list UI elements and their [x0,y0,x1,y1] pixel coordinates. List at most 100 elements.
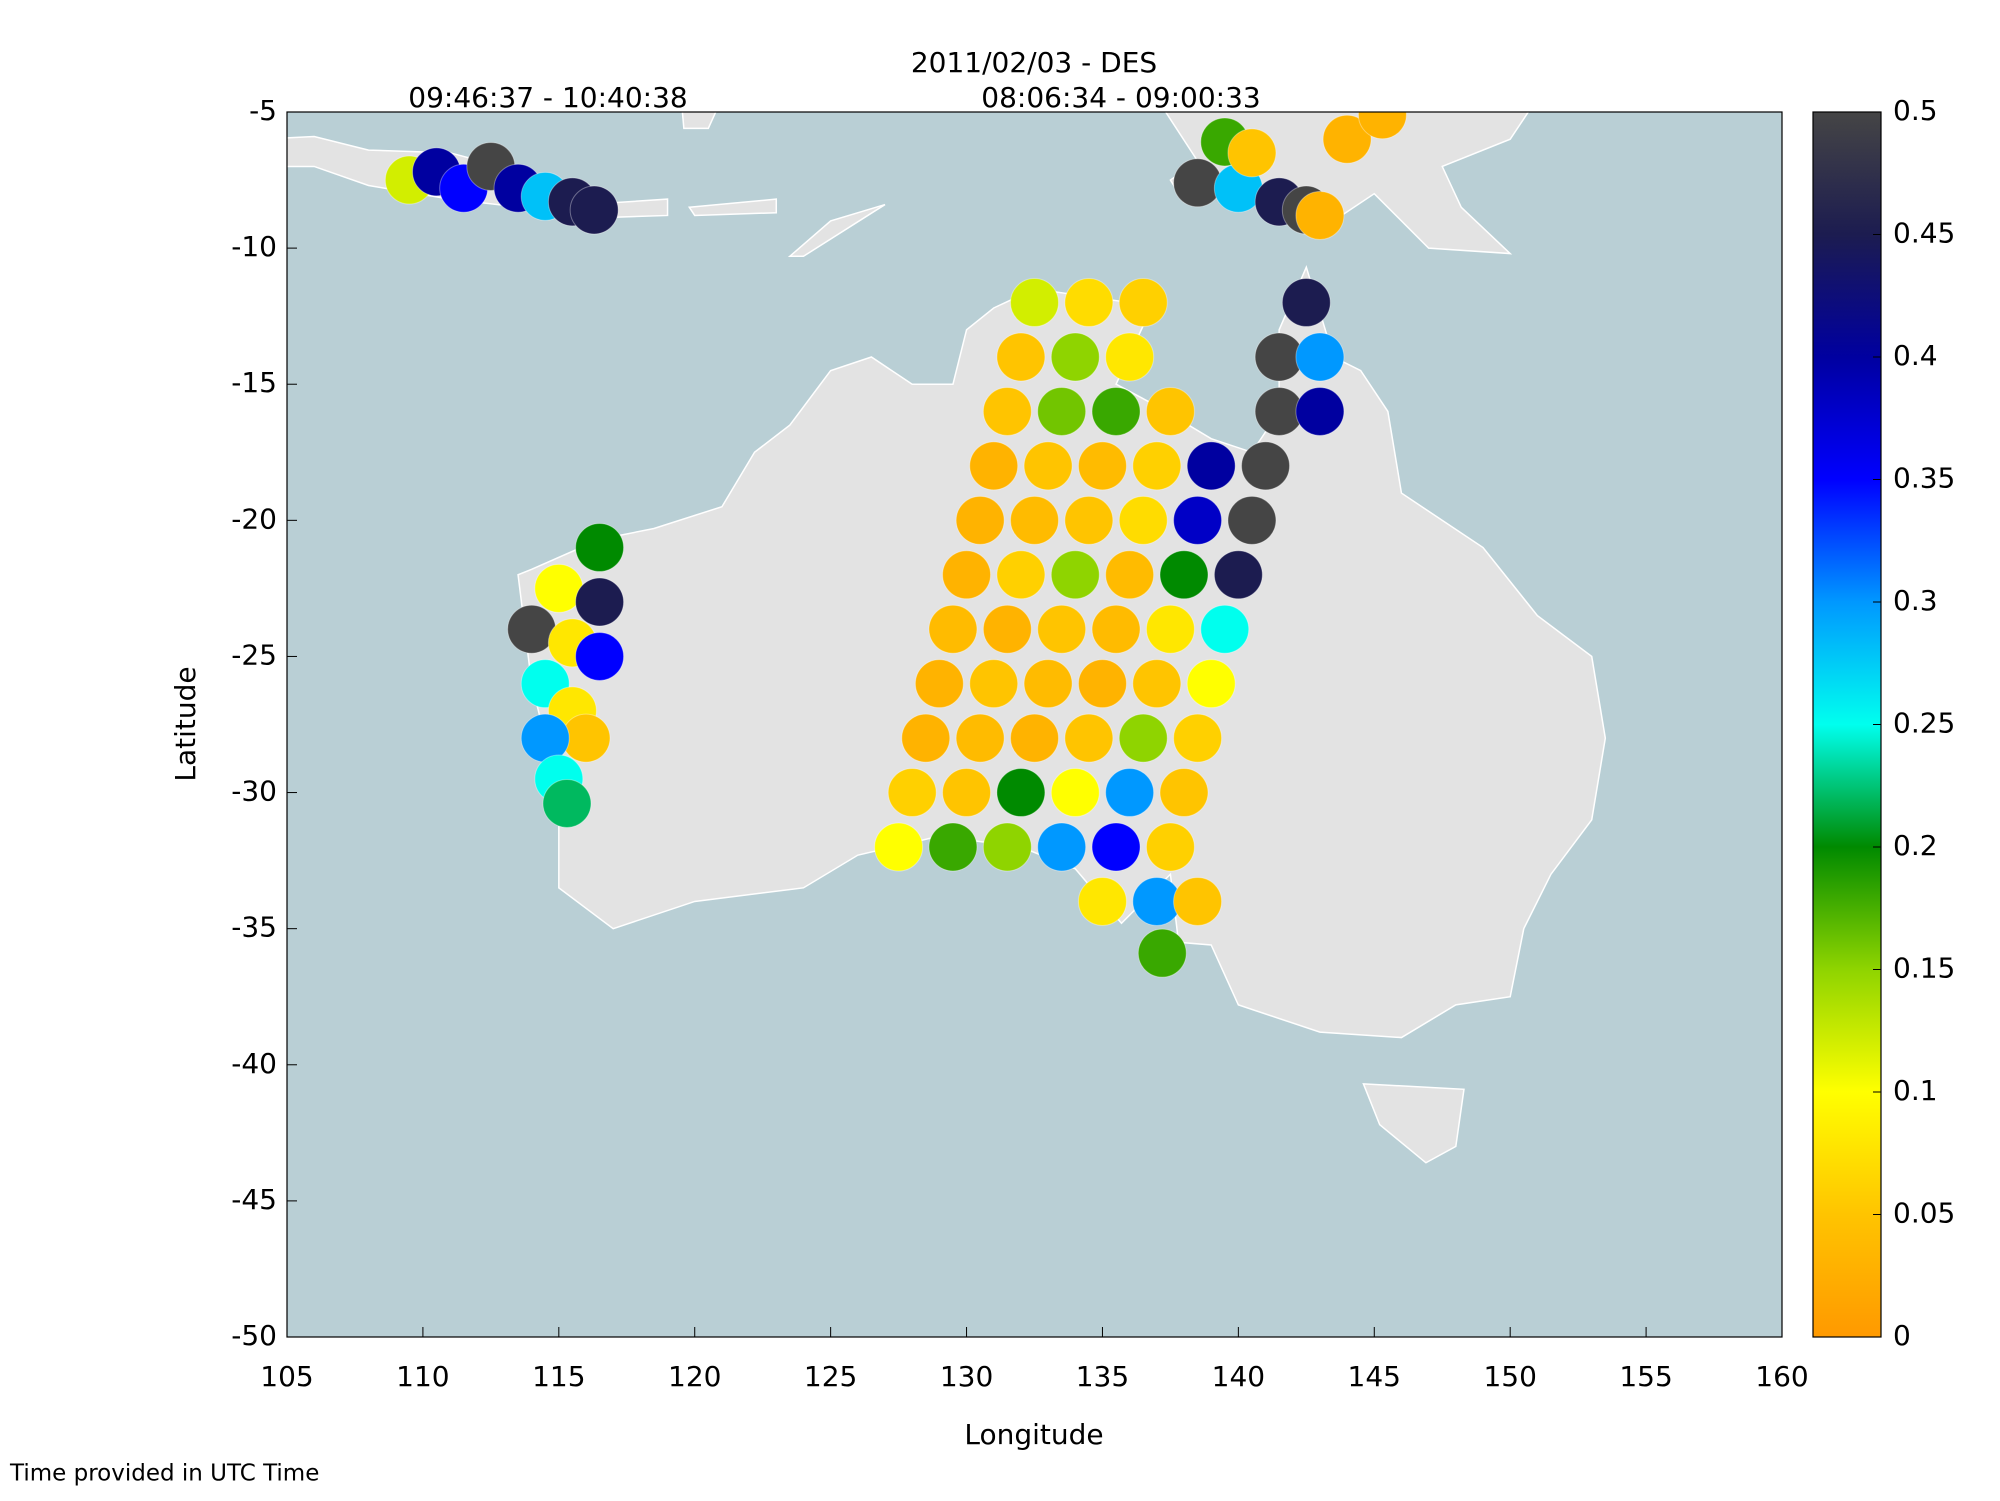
landmass [787,203,886,258]
x-tick-label: 135 [1076,1360,1129,1393]
data-point [1077,876,1127,926]
data-point [1145,386,1195,436]
x-tick-label: 110 [396,1360,449,1393]
colorbar-tick-label: 0.5 [1893,94,1938,127]
x-tick-label: 125 [804,1360,857,1393]
colorbar-tick-label: 0.1 [1893,1074,1938,1107]
time-range: 08:06:34 - 09:00:33 [981,81,1260,114]
data-point [982,386,1032,436]
data-point [996,768,1046,818]
data-point [1173,495,1223,545]
colorbar-tick-label: 0.25 [1893,707,1955,740]
data-point [996,332,1046,382]
data-point [1091,604,1141,654]
data-point [1118,278,1168,328]
data-point [1227,495,1277,545]
colorbar-tick-label: 0.45 [1893,217,1955,250]
x-tick-label: 130 [940,1360,993,1393]
data-point [1010,713,1059,763]
data-point [982,604,1032,654]
data-point [942,550,992,600]
data-point [1050,332,1100,382]
data-point [569,185,619,235]
data-point [1145,604,1195,654]
chart-title: 2011/02/03 - DES [911,46,1157,79]
data-point [969,441,1019,491]
colorbar-tick-label: 0.15 [1893,952,1955,985]
data-point [1186,441,1236,491]
data-point [887,768,937,818]
data-point [1037,604,1087,654]
data-point [1186,659,1236,709]
y-tick-label: -10 [231,230,277,263]
data-point [1064,495,1114,545]
data-point [1132,659,1182,709]
time-range: 09:46:37 - 10:40:38 [408,81,687,114]
colorbar-tick-label: 0 [1893,1319,1911,1352]
data-point [1137,928,1187,978]
data-point [1010,495,1059,545]
data-point [1213,550,1263,600]
colorbar-tick-label: 0.35 [1893,462,1955,495]
data-point [1064,278,1114,328]
x-tick-label: 105 [260,1360,313,1393]
data-point [955,495,1005,545]
data-point [1173,158,1223,208]
plot-frame [286,111,1783,1338]
colorbar-tick-label: 0.05 [1893,1197,1955,1230]
data-point [914,659,964,709]
data-point [1118,713,1168,763]
y-tick-label: -40 [231,1047,277,1080]
data-point [1050,550,1100,600]
data-point [996,550,1046,600]
x-tick-label: 115 [532,1360,585,1393]
data-point [575,631,625,681]
x-tick-label: 155 [1619,1360,1672,1393]
y-tick-label: -25 [231,638,277,671]
y-tick-label: -20 [231,502,277,535]
data-point [928,822,978,872]
data-point [1145,822,1195,872]
data-point [1091,386,1141,436]
x-tick-label: 140 [1212,1360,1265,1393]
x-tick-label: 145 [1348,1360,1401,1393]
data-point [1357,112,1407,140]
y-tick-label: -35 [231,911,277,944]
data-point [1281,278,1331,328]
y-tick-label: -50 [231,1319,277,1352]
data-point [1227,128,1277,178]
footnote: Time provided in UTC Time [9,1461,319,1487]
data-point [1295,190,1345,240]
data-point [1173,876,1223,926]
data-point [1064,713,1114,763]
data-point [1037,822,1087,872]
data-point [575,523,625,573]
data-point [969,659,1019,709]
data-point [1023,659,1073,709]
y-tick-label: -15 [231,366,277,399]
data-point [1105,768,1155,818]
data-point [1322,114,1372,164]
data-point [575,577,625,627]
data-point [1173,713,1223,763]
data-point [901,713,951,763]
data-point [1159,550,1209,600]
data-point [1295,332,1345,382]
landmass [687,198,778,217]
data-point [1105,550,1155,600]
landmass [681,112,717,130]
x-tick-label: 150 [1483,1360,1536,1393]
y-axis-label: Latitude [169,666,202,781]
data-point [1118,495,1168,545]
landmass [1362,1083,1465,1164]
data-point [1105,332,1155,382]
data-point [1077,441,1127,491]
data-point [942,768,992,818]
data-point [1023,441,1073,491]
y-tick-label: -5 [249,94,277,127]
data-point [1200,604,1250,654]
colorbar-tick-label: 0.3 [1893,584,1938,617]
data-point [874,822,924,872]
data-point [1295,386,1345,436]
